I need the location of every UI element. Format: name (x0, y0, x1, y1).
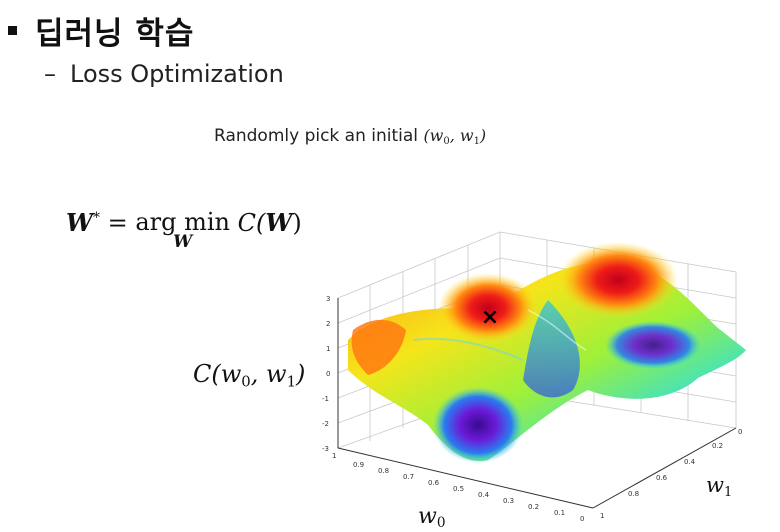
z-tick-label: -3 (322, 445, 329, 453)
w0-tick-label: 0.6 (428, 479, 440, 487)
w1-tick-label: 0 (738, 428, 742, 436)
loss-surface-plot: × 3 2 1 0 -1 -2 -3 1 0.9 0.8 0.7 0.6 0.5… (322, 231, 746, 523)
z-ticks: 3 2 1 0 -1 -2 -3 (322, 295, 330, 453)
formula-arg: W (265, 208, 293, 237)
w1-tick-label: 0.8 (628, 490, 639, 498)
w0-tick-label: 0.7 (403, 473, 414, 481)
subtitle-dash: – (44, 60, 56, 88)
w1-tick-label: 0.2 (712, 442, 723, 450)
formula-argmin: arg min W (135, 208, 230, 252)
slide-subtitle: – Loss Optimization (44, 60, 284, 88)
w1-tick-label: 0.4 (684, 458, 696, 466)
w0-tick-label: 0 (580, 515, 584, 523)
w0-tick-label: 0.8 (378, 467, 389, 475)
w0-axis-label: w0 (418, 504, 446, 532)
bullet-icon (8, 26, 17, 35)
w0-ticks: 1 0.9 0.8 0.7 0.6 0.5 0.4 0.3 0.2 0.1 0 (332, 452, 584, 523)
z-tick-label: 2 (326, 320, 330, 328)
w0-tick-label: 0.4 (478, 491, 490, 499)
formula-eq: = (99, 209, 136, 237)
slide-title: 딥러닝 학습 (8, 8, 194, 53)
z-tick-label: 1 (326, 345, 330, 353)
initial-point-marker: × (481, 305, 499, 330)
w1-tick-label: 0.6 (656, 474, 668, 482)
caption-math: (w0, w1) (423, 126, 487, 147)
w0-tick-label: 0.2 (528, 503, 539, 511)
cost-axis-label: C(w0, w1) (193, 360, 306, 391)
z-tick-label: -1 (322, 395, 329, 403)
argmin-formula: W* = arg min W C(W) (66, 208, 302, 252)
w0-tick-label: 0.3 (503, 497, 514, 505)
w0-tick-label: 1 (332, 452, 336, 460)
formula-fn: C( (237, 209, 266, 237)
w1-axis-label: w1 (706, 473, 733, 500)
z-tick-label: 0 (326, 370, 330, 378)
initial-pick-caption: Randomly pick an initial (w0, w1) (214, 126, 486, 147)
w1-ticks: 1 0.8 0.6 0.4 0.2 0 (600, 428, 742, 520)
formula-star: * (92, 210, 100, 226)
slide-title-text: 딥러닝 학습 (35, 16, 195, 52)
w0-tick-label: 0.9 (353, 461, 364, 469)
caption-text: Randomly pick an initial (214, 126, 419, 146)
w0-tick-label: 0.1 (554, 509, 565, 517)
z-tick-label: -2 (322, 420, 329, 428)
formula-lhs: W (66, 208, 93, 237)
w0-tick-label: 0.5 (453, 485, 464, 493)
loss-surface (348, 242, 746, 463)
w1-tick-label: 1 (600, 512, 604, 520)
subtitle-text: Loss Optimization (70, 60, 284, 88)
z-tick-label: 3 (326, 295, 330, 303)
formula-close: ) (292, 209, 302, 237)
